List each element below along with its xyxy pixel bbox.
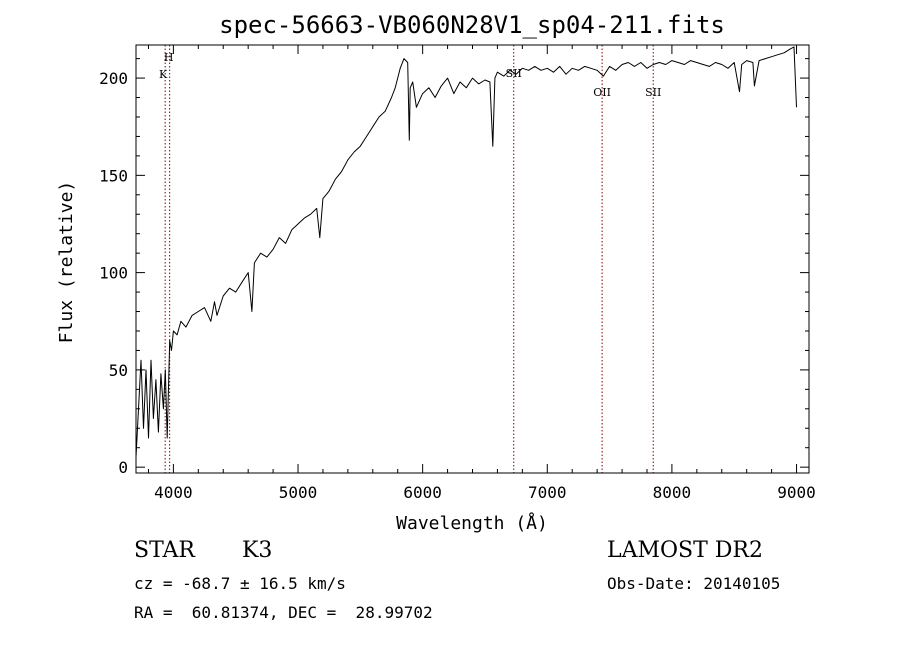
y-axis-label: Flux (relative) — [56, 181, 77, 344]
line-marker-label-3: OII — [593, 86, 611, 99]
y-tick-label-0: 0 — [118, 458, 128, 477]
y-axis: 0 50 100 150 200 — [99, 58, 809, 477]
x-axis-label: Wavelength (Å) — [396, 512, 548, 534]
chart-title: spec-56663-VB060N28V1_sp04-211.fits — [219, 11, 725, 39]
x-tick-label-3: 7000 — [528, 483, 567, 502]
line-marker-label-1: K — [159, 68, 168, 81]
line-markers: HK SII OII SII — [159, 45, 661, 473]
series-0-line — [135, 46, 797, 458]
line-marker-label-2: SII — [506, 67, 522, 80]
x-tick-label-2: 6000 — [403, 483, 442, 502]
x-tick-label-4: 8000 — [653, 483, 692, 502]
object-class: STAR — [134, 538, 195, 563]
y-tick-label-2: 100 — [99, 264, 128, 283]
observation-date: Obs-Date: 20140105 — [607, 574, 781, 593]
line-marker-label-0: H — [164, 51, 174, 64]
y-tick-label-1: 50 — [109, 361, 128, 380]
y-tick-label-3: 150 — [99, 166, 128, 185]
x-axis: 4000 5000 6000 7000 8000 9000 — [147, 45, 816, 502]
survey-label: LAMOST DR2 — [607, 538, 763, 563]
x-tick-label-0: 4000 — [154, 483, 193, 502]
redshift-text: cz = -68.7 ± 16.5 km/s — [134, 574, 346, 593]
line-marker-label-4: SII — [645, 86, 661, 99]
y-tick-label-4: 200 — [99, 69, 128, 88]
plot-frame — [135, 44, 810, 474]
coordinates-text: RA = 60.81374, DEC = 28.99702 — [134, 603, 433, 622]
series-layer — [135, 46, 797, 458]
x-tick-label-1: 5000 — [279, 483, 318, 502]
x-tick-label-5: 9000 — [777, 483, 816, 502]
object-subclass: K3 — [242, 538, 273, 563]
